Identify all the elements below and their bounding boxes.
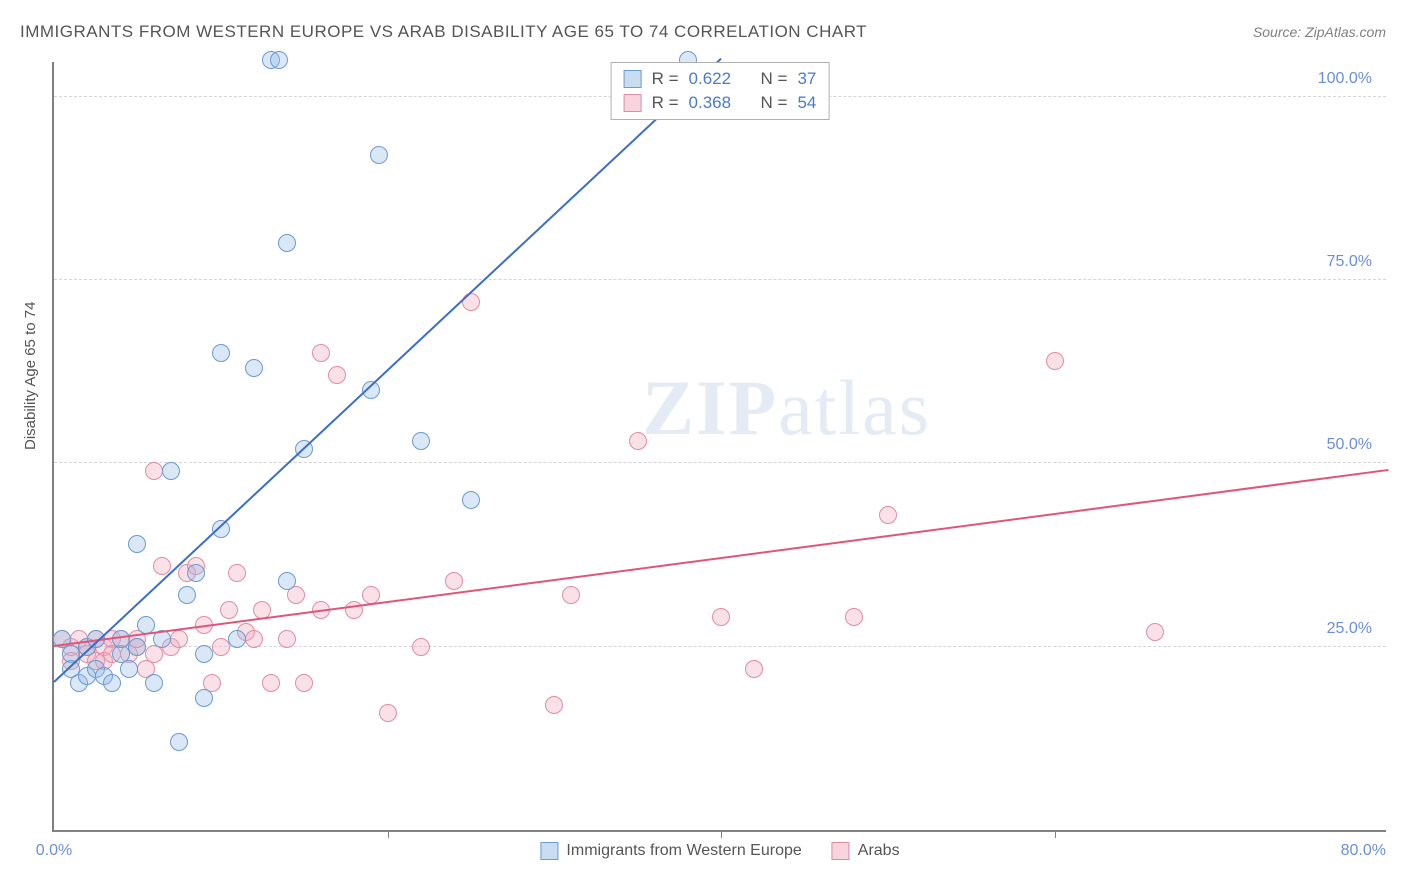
y-tick-label: 100.0% bbox=[1318, 70, 1372, 88]
n-value-blue: 37 bbox=[797, 69, 816, 89]
x-tick-max: 80.0% bbox=[1341, 842, 1386, 860]
r-label: R = bbox=[652, 93, 679, 113]
chart-title: IMMIGRANTS FROM WESTERN EUROPE VS ARAB D… bbox=[20, 22, 867, 42]
scatter-point bbox=[845, 608, 863, 626]
legend-row-pink: R = 0.368 N = 54 bbox=[624, 91, 817, 115]
scatter-point bbox=[270, 51, 288, 69]
n-label: N = bbox=[761, 69, 788, 89]
scatter-point bbox=[545, 696, 563, 714]
scatter-point bbox=[278, 572, 296, 590]
scatter-point bbox=[220, 601, 238, 619]
scatter-point bbox=[328, 366, 346, 384]
n-value-pink: 54 bbox=[797, 93, 816, 113]
scatter-point bbox=[370, 146, 388, 164]
scatter-point bbox=[170, 630, 188, 648]
x-tick-mark bbox=[1055, 830, 1056, 838]
x-tick-mark bbox=[721, 830, 722, 838]
scatter-point bbox=[145, 674, 163, 692]
scatter-point bbox=[879, 506, 897, 524]
scatter-point bbox=[1146, 623, 1164, 641]
scatter-point bbox=[228, 564, 246, 582]
scatter-point bbox=[103, 674, 121, 692]
swatch-pink-icon bbox=[624, 94, 642, 112]
r-value-pink: 0.368 bbox=[689, 93, 732, 113]
scatter-point bbox=[278, 630, 296, 648]
gridline-horizontal bbox=[54, 279, 1386, 280]
swatch-blue-icon bbox=[540, 842, 558, 860]
swatch-pink-icon bbox=[832, 842, 850, 860]
r-value-blue: 0.622 bbox=[689, 69, 732, 89]
scatter-point bbox=[162, 462, 180, 480]
scatter-point bbox=[195, 645, 213, 663]
scatter-point bbox=[212, 638, 230, 656]
scatter-point bbox=[712, 608, 730, 626]
scatter-point bbox=[128, 535, 146, 553]
y-tick-label: 25.0% bbox=[1327, 620, 1372, 638]
scatter-point bbox=[128, 638, 146, 656]
watermark-text: ZIPatlas bbox=[642, 363, 931, 453]
scatter-point bbox=[745, 660, 763, 678]
scatter-plot-area: ZIPatlas R = 0.622 N = 37 R = 0.368 N = … bbox=[52, 62, 1386, 832]
source-attribution: Source: ZipAtlas.com bbox=[1253, 24, 1386, 40]
scatter-point bbox=[295, 674, 313, 692]
scatter-point bbox=[412, 432, 430, 450]
scatter-point bbox=[245, 359, 263, 377]
scatter-point bbox=[245, 630, 263, 648]
x-tick-mark bbox=[388, 830, 389, 838]
legend-item-blue: Immigrants from Western Europe bbox=[540, 842, 801, 860]
legend-item-pink: Arabs bbox=[832, 842, 900, 860]
scatter-point bbox=[629, 432, 647, 450]
x-tick-min: 0.0% bbox=[36, 842, 72, 860]
legend-row-blue: R = 0.622 N = 37 bbox=[624, 67, 817, 91]
scatter-point bbox=[145, 462, 163, 480]
series-legend: Immigrants from Western Europe Arabs bbox=[540, 842, 899, 860]
r-label: R = bbox=[652, 69, 679, 89]
scatter-point bbox=[262, 674, 280, 692]
swatch-blue-icon bbox=[624, 70, 642, 88]
scatter-point bbox=[412, 638, 430, 656]
scatter-point bbox=[312, 344, 330, 362]
scatter-point bbox=[462, 491, 480, 509]
legend-label-pink: Arabs bbox=[858, 842, 900, 860]
scatter-point bbox=[228, 630, 246, 648]
legend-label-blue: Immigrants from Western Europe bbox=[566, 842, 801, 860]
y-tick-label: 50.0% bbox=[1327, 436, 1372, 454]
scatter-point bbox=[120, 660, 138, 678]
scatter-point bbox=[187, 564, 205, 582]
correlation-legend: R = 0.622 N = 37 R = 0.368 N = 54 bbox=[611, 62, 830, 120]
scatter-point bbox=[1046, 352, 1064, 370]
scatter-point bbox=[278, 234, 296, 252]
scatter-point bbox=[212, 344, 230, 362]
scatter-point bbox=[112, 630, 130, 648]
y-tick-label: 75.0% bbox=[1327, 253, 1372, 271]
y-axis-label: Disability Age 65 to 74 bbox=[22, 302, 39, 450]
scatter-point bbox=[170, 733, 188, 751]
gridline-horizontal bbox=[54, 462, 1386, 463]
scatter-point bbox=[195, 689, 213, 707]
n-label: N = bbox=[761, 93, 788, 113]
scatter-point bbox=[379, 704, 397, 722]
scatter-point bbox=[562, 586, 580, 604]
scatter-point bbox=[445, 572, 463, 590]
scatter-point bbox=[178, 586, 196, 604]
